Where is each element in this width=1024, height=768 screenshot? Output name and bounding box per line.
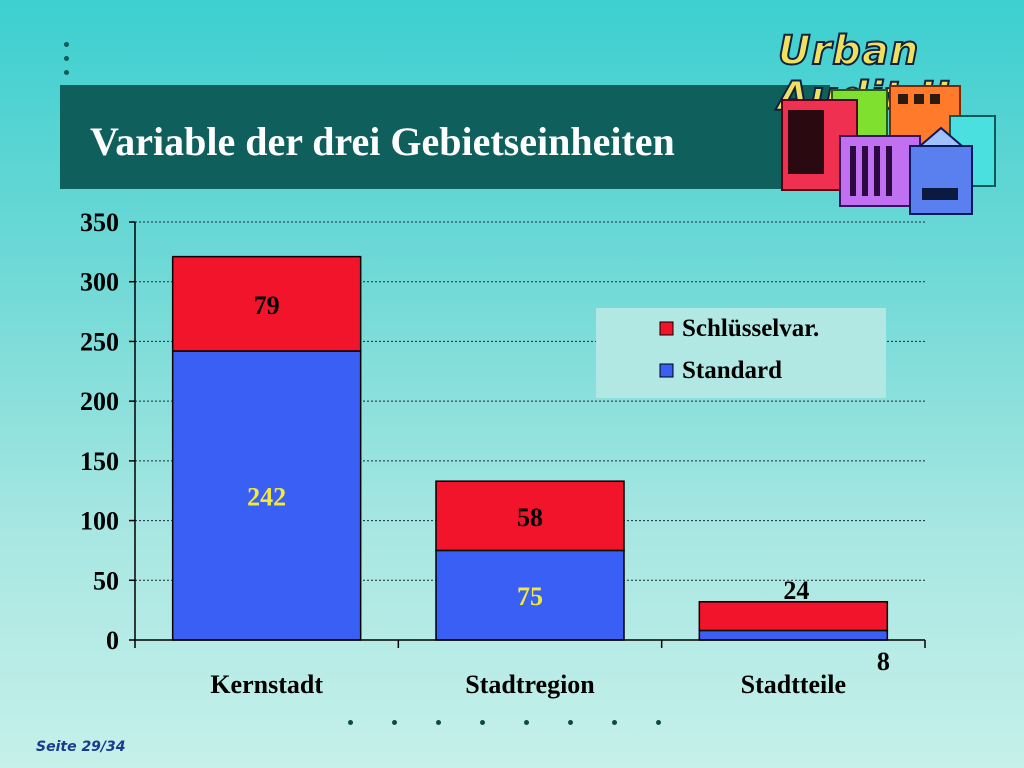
- y-tick-label: 300: [80, 268, 119, 297]
- legend-swatch: [659, 321, 674, 336]
- data-label: 75: [517, 582, 543, 611]
- bar-standard: [698, 629, 889, 641]
- x-tick-label: Stadtteile: [741, 670, 846, 699]
- y-tick-label: 250: [80, 327, 119, 356]
- legend-swatch: [659, 363, 674, 378]
- y-tick-label: 200: [80, 387, 119, 416]
- axes: 0 50 100 150 200 250 300 350 Kernstadt Stadtregio…: [80, 208, 926, 699]
- y-tick-label: 150: [80, 447, 119, 476]
- y-tick-label: 100: [80, 507, 119, 536]
- x-tick-label: Kernstadt: [210, 670, 323, 699]
- urban-audit-logo: Urban Audit II: [770, 27, 1015, 228]
- y-tick-label: 50: [93, 566, 119, 595]
- buildings-icon: [781, 85, 996, 215]
- y-tick-label: 0: [106, 626, 119, 655]
- legend-label: Standard: [682, 357, 782, 384]
- page-number: Seite 29/34: [36, 739, 126, 755]
- x-tick-label: Stadtregion: [465, 670, 595, 699]
- bars: [171, 255, 889, 641]
- bar-standard: [435, 549, 625, 641]
- data-label: 58: [517, 503, 543, 532]
- bar-schluesselvar: [171, 255, 362, 352]
- decorative-dots-horizontal: [340, 720, 670, 730]
- data-labels: 242 79 75 58 8 24: [247, 291, 890, 676]
- page-title: Variable der drei Gebietseinheiten: [90, 119, 675, 164]
- bar-standard: [171, 350, 362, 641]
- data-label: 8: [877, 647, 890, 676]
- legend: Schlüsselvar. Standard: [596, 308, 886, 398]
- data-label: 79: [254, 291, 280, 320]
- decorative-dots-vertical: [64, 42, 70, 84]
- data-label: 242: [247, 482, 286, 511]
- legend-background: [596, 308, 886, 398]
- legend-label: Schlüsselvar.: [682, 315, 819, 342]
- bar-schluesselvar: [698, 601, 889, 632]
- data-label: 24: [783, 576, 809, 605]
- bar-schluesselvar: [435, 480, 625, 552]
- title-bar: [60, 85, 830, 189]
- y-tick-label: 350: [80, 208, 119, 237]
